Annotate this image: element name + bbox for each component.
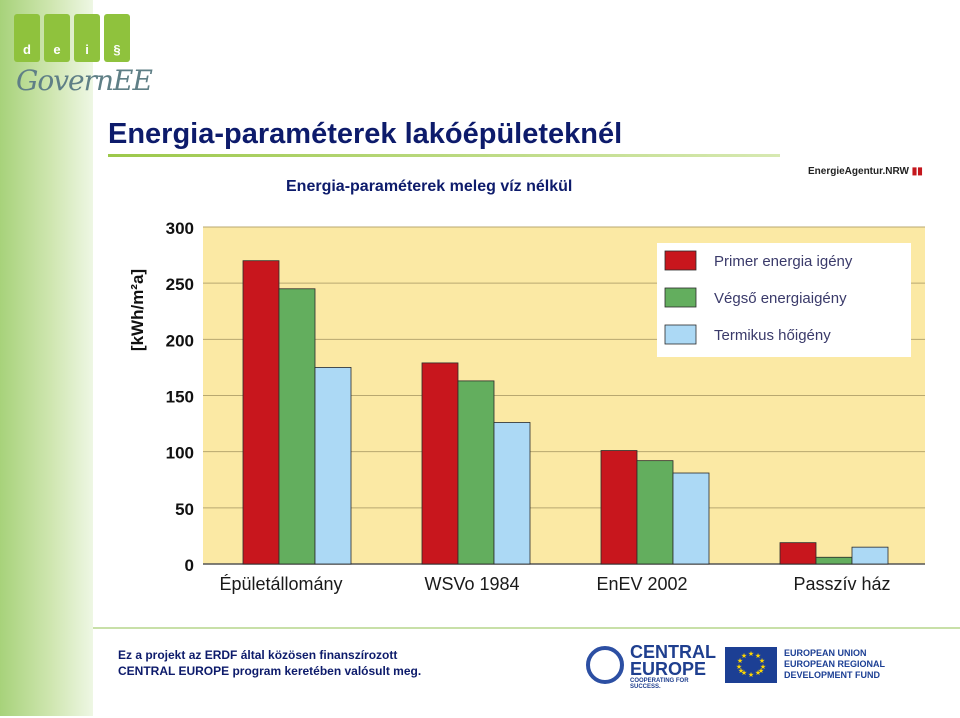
logo-tile-4: § <box>104 14 130 62</box>
eu-line2: EUROPEAN REGIONAL <box>784 659 886 669</box>
svg-text:★: ★ <box>738 667 744 675</box>
y-tick-label: 0 <box>185 556 194 575</box>
svg-text:★: ★ <box>748 671 754 679</box>
eu-line3: DEVELOPMENT FUND <box>784 670 881 680</box>
y-tick-labels: 0 50 100 150 200 250 300 <box>166 219 194 575</box>
y-tick-label: 200 <box>166 331 194 350</box>
svg-text:★: ★ <box>741 652 747 660</box>
bar <box>314 367 352 565</box>
footer-text-line1: Ez a projekt az ERDF által közösen finan… <box>118 648 398 662</box>
energieagentur-logo: EnergieAgentur.NRW ▮▮ <box>808 166 923 177</box>
central-europe-mark-icon <box>586 646 624 684</box>
bar <box>421 362 459 565</box>
logo-tile-3: i <box>74 14 100 62</box>
y-tick-label: 150 <box>166 388 194 407</box>
page-title: Energia-paraméterek lakóépületeknél <box>108 118 623 150</box>
y-tick-label: 50 <box>175 500 194 519</box>
central-europe-line2: EUROPE <box>630 659 707 679</box>
logo-letter-3: i <box>85 42 89 57</box>
central-europe-logo: CENTRAL EUROPE COOPERATING FOR SUCCESS. <box>586 642 718 690</box>
bar <box>457 380 495 565</box>
side-strip <box>0 0 93 716</box>
bar <box>672 472 710 565</box>
svg-text:★: ★ <box>737 657 743 665</box>
eu-line1: EUROPEAN UNION <box>784 648 867 658</box>
logo-tile-2: e <box>44 14 70 62</box>
y-tick-label: 100 <box>166 444 194 463</box>
central-europe-line1: CENTRAL <box>630 642 716 662</box>
x-tick-label: Épületállomány <box>219 574 342 594</box>
x-tick-label: EnEV 2002 <box>596 574 687 594</box>
legend-swatch <box>664 250 697 271</box>
svg-text:★: ★ <box>741 669 747 677</box>
svg-text:★: ★ <box>758 667 764 675</box>
x-tick-label: Passzív ház <box>793 574 890 594</box>
y-tick-label: 250 <box>166 275 194 294</box>
x-tick-label: WSVo 1984 <box>424 574 519 594</box>
bar <box>636 460 674 565</box>
governee-logo: d e i § GovernEE <box>14 14 153 100</box>
legend: Primer energia igény Végső energiaigény Te… <box>657 243 911 357</box>
logo-tile-1: d <box>14 14 40 62</box>
legend-label: Végső energiaigény <box>714 290 847 307</box>
eu-stars-icon: ★ ★★★ ★★★★ ★★★★ <box>736 650 766 679</box>
svg-text:★: ★ <box>760 663 766 671</box>
legend-box <box>657 243 911 357</box>
logo-text: GovernEE <box>16 64 153 97</box>
y-axis-label: [kWh/m²a] <box>128 269 147 351</box>
logo-letter-4: § <box>113 42 121 57</box>
bar <box>278 288 316 565</box>
legend-swatch <box>664 324 697 345</box>
bar <box>493 422 531 565</box>
svg-text:★: ★ <box>755 652 761 660</box>
legend-label: Primer energia igény <box>714 253 853 270</box>
chart-title: Energia-paraméterek meleg víz nélkül <box>286 178 573 195</box>
y-tick-label: 300 <box>166 219 194 238</box>
bar <box>851 546 889 565</box>
bars <box>242 260 889 565</box>
footer-text-line2: CENTRAL EUROPE program keretében valósul… <box>118 664 422 678</box>
svg-text:★: ★ <box>759 657 765 665</box>
svg-text:★: ★ <box>755 669 761 677</box>
bar <box>815 556 853 565</box>
title-underline <box>108 154 780 157</box>
central-europe-wordmark: CENTRAL EUROPE <box>630 642 716 679</box>
svg-text:★: ★ <box>748 650 754 658</box>
bar <box>779 542 817 565</box>
partner-logo-mark: ▮▮ <box>911 166 923 177</box>
x-tick-labels: Épületállomány WSVo 1984 EnEV 2002 Passzív … <box>219 574 890 594</box>
eu-flag-icon: ★ ★ ★ ★ ★ ★ ★ ★ ★ ★ ★ ★ <box>725 647 777 683</box>
bar <box>242 260 280 565</box>
legend-label: Termikus hőigény <box>714 327 831 344</box>
legend-swatch <box>664 287 697 308</box>
bar <box>600 450 638 565</box>
eu-fund-text: EUROPEAN UNION EUROPEAN REGIONAL DEVELOP… <box>784 648 885 681</box>
svg-text:★: ★ <box>736 663 742 671</box>
footer <box>93 627 960 718</box>
central-europe-tagline: COOPERATING FOR SUCCESS. <box>630 678 689 690</box>
logo-letter-2: e <box>53 42 61 57</box>
partner-logo-text: EnergieAgentur.NRW <box>808 166 909 177</box>
logo-letter-1: d <box>23 42 31 57</box>
